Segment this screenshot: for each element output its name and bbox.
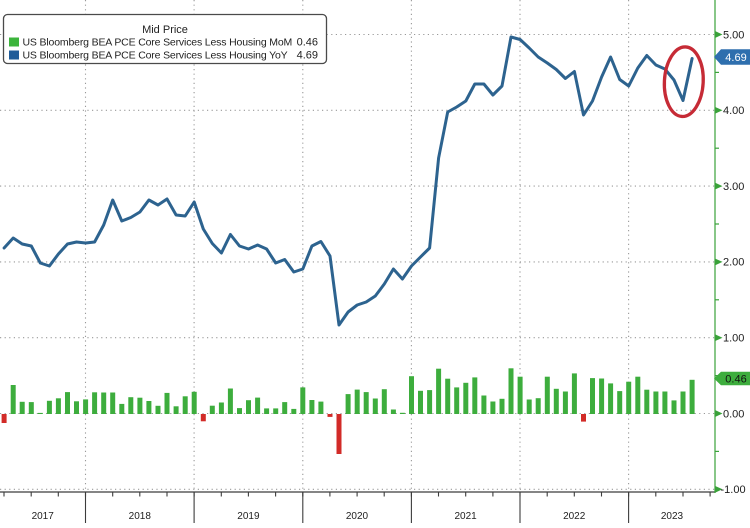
svg-text:-1.00: -1.00 (721, 484, 746, 496)
svg-text:4.69: 4.69 (297, 50, 318, 62)
svg-text:4.00: 4.00 (723, 105, 744, 117)
svg-text:2021: 2021 (454, 511, 477, 522)
svg-text:2018: 2018 (129, 511, 152, 522)
svg-text:2.00: 2.00 (723, 257, 744, 269)
svg-text:US Bloomberg BEA PCE Core Serv: US Bloomberg BEA PCE Core Services Less … (23, 37, 293, 49)
svg-text:US Bloomberg BEA PCE Core Serv: US Bloomberg BEA PCE Core Services Less … (23, 50, 288, 62)
svg-text:2022: 2022 (563, 511, 586, 522)
svg-text:0.46: 0.46 (725, 373, 746, 385)
svg-text:2019: 2019 (237, 511, 260, 522)
svg-text:Mid Price: Mid Price (142, 24, 188, 36)
svg-text:0.46: 0.46 (297, 37, 318, 49)
svg-text:2017: 2017 (32, 511, 55, 522)
svg-text:1.00: 1.00 (723, 333, 744, 345)
svg-text:2023: 2023 (661, 511, 684, 522)
svg-text:3.00: 3.00 (723, 181, 744, 193)
svg-text:2020: 2020 (346, 511, 369, 522)
svg-text:4.69: 4.69 (725, 52, 746, 64)
svg-text:0.00: 0.00 (723, 408, 744, 420)
svg-text:5.00: 5.00 (723, 29, 744, 41)
